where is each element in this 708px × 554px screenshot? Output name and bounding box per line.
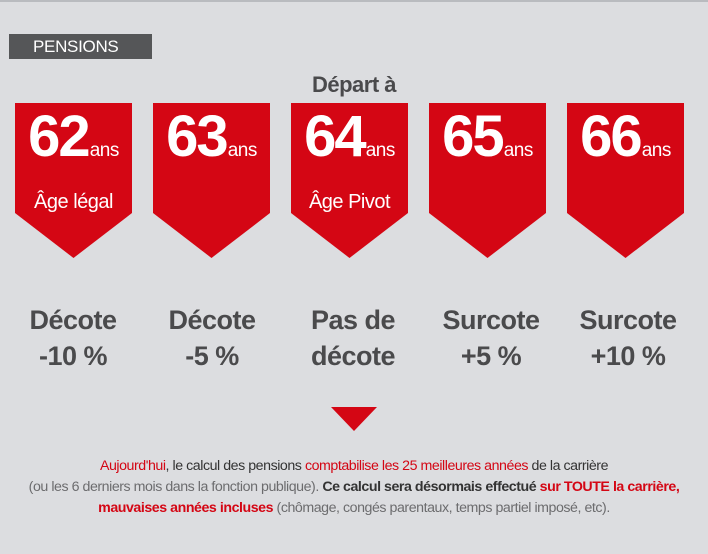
- age-subtitle: Âge Pivot: [308, 191, 391, 213]
- age-column-63: 63ans: [153, 103, 270, 263]
- para-bold: Ce calcul sera désormais effectué: [322, 479, 540, 495]
- effect-line1: Surcote: [442, 305, 540, 335]
- age-subtitle: Âge légal: [34, 191, 113, 213]
- age-unit: ans: [503, 140, 534, 161]
- age-unit: ans: [365, 140, 396, 161]
- age-number: 63: [166, 104, 228, 169]
- top-border: [0, 0, 708, 2]
- age-column-64: 64ans Âge Pivot: [291, 103, 408, 263]
- effect-line1: Décote: [168, 305, 256, 335]
- effect-line1: Décote: [29, 305, 117, 335]
- age-column-62: 62ans Âge légal: [15, 103, 132, 263]
- explanation-paragraph: Aujourd'hui, le calcul des pensions comp…: [10, 456, 698, 519]
- effect-label-66: Surcote +10 %: [558, 302, 698, 374]
- para-text-1: , le calcul des pensions: [165, 458, 305, 474]
- age-number: 64: [304, 104, 366, 169]
- para-highlight-2: sur TOUTE la carrière, mauvaises années …: [98, 479, 680, 516]
- age-number: 66: [580, 104, 642, 169]
- section-tag: PENSIONS: [9, 34, 152, 59]
- age-column-65: 65ans: [429, 103, 546, 263]
- depart-heading: Départ à: [311, 72, 397, 97]
- effect-label-62: Décote -10 %: [3, 302, 143, 374]
- para-today: Aujourd'hui: [99, 458, 166, 474]
- para-text-3: (ou les 6 derniers mois dans la fonction…: [28, 479, 323, 495]
- effect-label-64: Pas de décote: [283, 302, 423, 374]
- age-unit: ans: [89, 140, 120, 161]
- para-text-4: (chômage, congés parentaux, temps partie…: [273, 500, 611, 516]
- effect-label-63: Décote -5 %: [142, 302, 282, 374]
- para-highlight-1: comptabilise les 25 meilleures années: [304, 458, 529, 474]
- age-unit: ans: [641, 140, 672, 161]
- effect-line2: -5 %: [185, 341, 239, 371]
- effect-line1: Surcote: [579, 305, 677, 335]
- para-text-2: de la carrière: [528, 458, 609, 474]
- down-arrow-icon: [331, 407, 377, 431]
- effect-line2: décote: [310, 341, 396, 371]
- effect-label-65: Surcote +5 %: [421, 302, 561, 374]
- effect-line2: +10 %: [590, 341, 666, 371]
- age-number: 65: [442, 104, 504, 169]
- age-number: 62: [28, 104, 90, 169]
- effect-line2: +5 %: [460, 341, 522, 371]
- effect-line2: -10 %: [38, 341, 108, 371]
- effect-line1: Pas de: [310, 305, 396, 335]
- age-column-66: 66ans: [567, 103, 684, 263]
- age-unit: ans: [227, 140, 258, 161]
